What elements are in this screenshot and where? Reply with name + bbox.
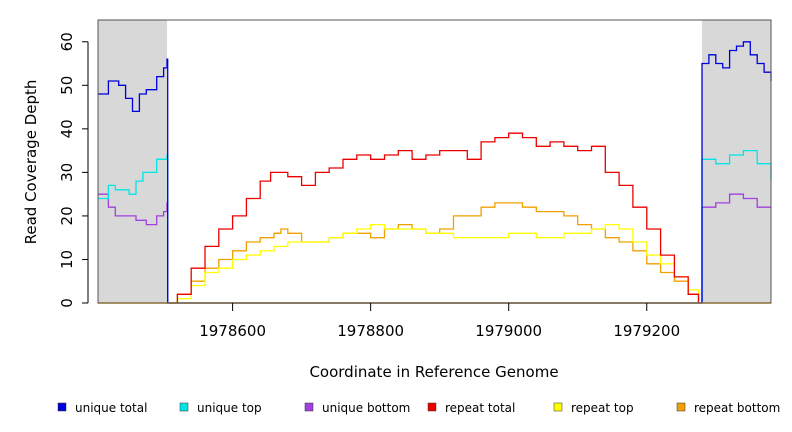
y-tick-label: 60 — [58, 32, 76, 51]
y-tick-label: 0 — [58, 298, 76, 308]
shaded-region-2 — [701, 20, 771, 303]
x-axis-title: Coordinate in Reference Genome — [309, 363, 558, 381]
legend-swatch — [57, 402, 67, 412]
y-tick-label: 50 — [58, 76, 76, 95]
series-line-repeat-bottom — [167, 202, 700, 304]
y-axis-ticks: 0 10 20 30 40 50 60 — [58, 32, 89, 308]
x-tick-label: 1978600 — [199, 322, 266, 340]
series-line-unique-top — [98, 149, 772, 304]
legend-item-repeat-top: repeat top — [553, 401, 634, 415]
legend-swatch — [304, 402, 314, 412]
legend-item-unique-total: unique total — [57, 401, 147, 415]
legend-label: repeat top — [571, 401, 634, 415]
legend-swatch — [676, 402, 686, 412]
series-line-unique-bottom — [98, 193, 771, 304]
x-axis-ticks: 1978600 1978800 1979000 1979200 — [199, 303, 680, 340]
legend-item-unique-bottom: unique bottom — [304, 401, 410, 415]
y-axis-title: Read Coverage Depth — [22, 80, 40, 245]
legend-label: repeat total — [445, 401, 515, 415]
y-tick-label: 10 — [58, 250, 76, 269]
legend-swatch — [179, 402, 189, 412]
legend-label: unique top — [197, 401, 262, 415]
x-tick-label: 1979000 — [475, 322, 542, 340]
y-tick-label: 30 — [58, 163, 76, 182]
shaded-regions — [98, 20, 771, 303]
series-line-repeat-total — [167, 132, 700, 304]
plot-frame — [97, 19, 772, 304]
shaded-region-1 — [98, 20, 168, 303]
legend-item-unique-top: unique top — [179, 401, 262, 415]
legend-item-repeat-bottom: repeat bottom — [676, 401, 780, 415]
legend: unique total unique top unique bottom repea… — [57, 401, 780, 415]
legend-label: unique bottom — [322, 401, 410, 415]
series-lines — [98, 41, 772, 304]
legend-label: repeat bottom — [694, 401, 780, 415]
x-tick-label: 1979200 — [613, 322, 680, 340]
legend-item-repeat-total: repeat total — [427, 401, 515, 415]
y-tick-label: 40 — [58, 119, 76, 138]
y-tick-label: 20 — [58, 206, 76, 225]
legend-label: unique total — [75, 401, 147, 415]
x-tick-label: 1978800 — [337, 322, 404, 340]
axes — [97, 19, 772, 304]
series-line-repeat-top — [167, 223, 700, 304]
legend-swatch — [427, 402, 437, 412]
legend-swatch — [553, 402, 563, 412]
